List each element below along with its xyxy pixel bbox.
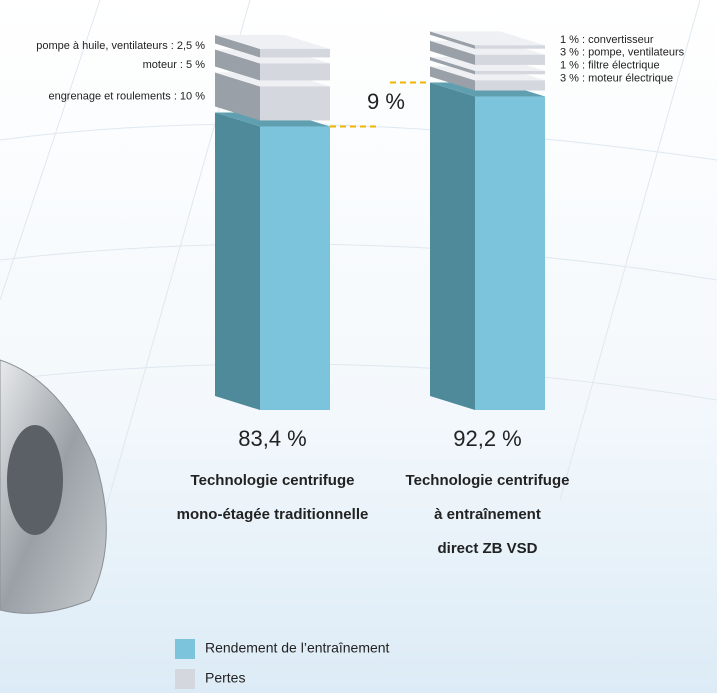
bar — [260, 63, 330, 80]
legend-label: Pertes — [205, 670, 245, 686]
category-label: direct ZB VSD — [437, 540, 537, 557]
loss-label: 1 % : filtre électrique — [560, 60, 660, 72]
bar-side — [215, 112, 260, 410]
loss-label: engrenage et roulements : 10 % — [48, 90, 205, 102]
category-label: mono-étagée traditionnelle — [177, 506, 369, 523]
value-label: 92,2 % — [453, 426, 522, 451]
bar — [260, 126, 330, 410]
legend-label: Rendement de l’entraînement — [205, 640, 390, 656]
category-label: Technologie centrifuge — [406, 472, 570, 489]
bar — [475, 45, 545, 48]
loss-label: 3 % : moteur électrique — [560, 72, 673, 84]
value-label: 83,4 % — [238, 426, 307, 451]
bar — [475, 97, 545, 410]
bar — [260, 86, 330, 120]
machine-photo — [7, 425, 63, 535]
category-label: à entraînement — [434, 506, 541, 523]
loss-label: 3 % : pompe, ventilateurs — [560, 47, 685, 59]
bar — [260, 49, 330, 58]
page: engrenage et roulements : 10 % moteur : 5… — [0, 0, 717, 693]
bar-side — [430, 83, 475, 410]
loss-label: pompe à huile, ventilateurs : 2,5 % — [36, 40, 205, 52]
loss-label: 1 % : convertisseur — [560, 34, 654, 46]
background — [0, 0, 717, 693]
chart: engrenage et roulements : 10 % moteur : 5… — [0, 0, 717, 693]
category-label: Technologie centrifuge — [191, 472, 355, 489]
loss-label: moteur : 5 % — [143, 59, 206, 71]
annotation: 9 % — [367, 89, 405, 114]
bar — [475, 71, 545, 74]
legend-swatch — [175, 639, 195, 659]
bar — [475, 55, 545, 65]
legend-swatch — [175, 669, 195, 689]
bar — [475, 80, 545, 90]
